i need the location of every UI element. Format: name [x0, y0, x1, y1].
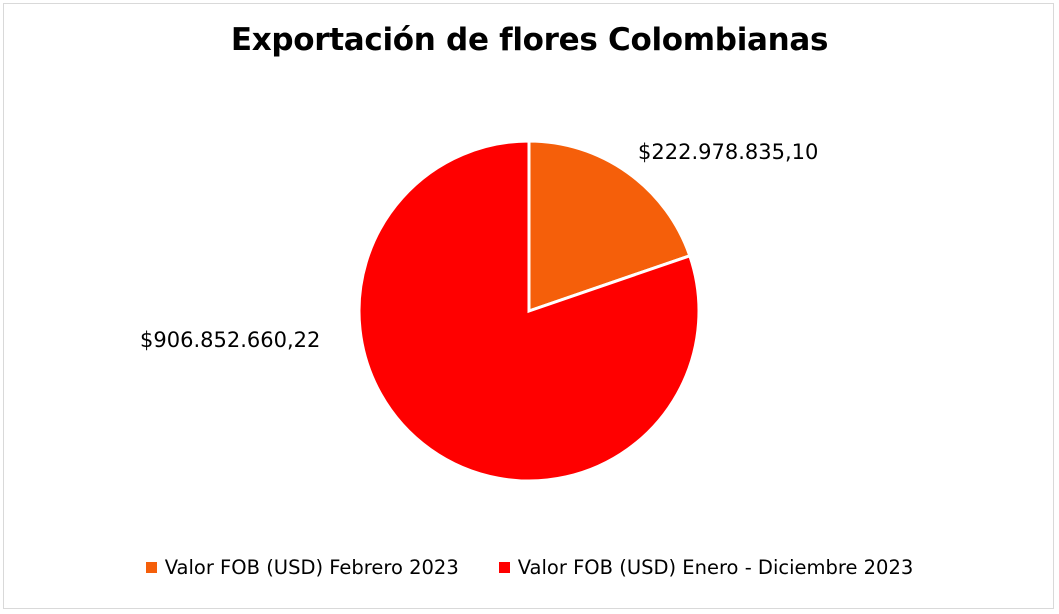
legend-swatch-enero-diciembre: [498, 562, 510, 573]
chart-title: Exportación de flores Colombianas: [230, 22, 829, 58]
data-label-febrero: $222.978.835,10: [638, 140, 819, 164]
legend-swatch-febrero: [145, 562, 157, 573]
data-label-enero-diciembre: $906.852.660,22: [140, 328, 321, 352]
legend-item-febrero: Valor FOB (USD) Febrero 2023: [145, 556, 459, 579]
legend-item-enero-diciembre: Valor FOB (USD) Enero - Diciembre 2023: [498, 556, 914, 579]
legend-label-febrero: Valor FOB (USD) Febrero 2023: [164, 556, 459, 579]
legend: Valor FOB (USD) Febrero 2023 Valor FOB (…: [0, 556, 1059, 579]
legend-label-enero-diciembre: Valor FOB (USD) Enero - Diciembre 2023: [517, 556, 914, 579]
pie-slice-enero-diciembre: [357, 139, 701, 483]
